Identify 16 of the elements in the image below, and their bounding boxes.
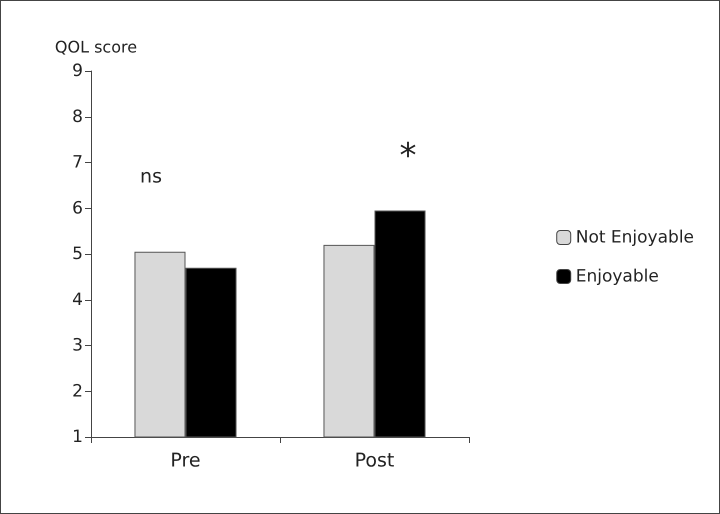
y-tick-label: 9	[72, 61, 83, 81]
y-tick-label: 1	[72, 427, 83, 447]
x-tick-label: Pre	[170, 450, 201, 472]
y-axis-title: QOL score	[54, 38, 138, 56]
y-tick-label: 2	[72, 381, 83, 402]
legend-label: Enjoyable	[576, 266, 659, 286]
y-tick-label: 3	[72, 336, 83, 356]
y-tick-label: 7	[72, 152, 83, 172]
y-tick-label: 5	[72, 244, 83, 264]
y-tick-label: 4	[72, 290, 83, 310]
legend-label: Not Enjoyable	[576, 228, 694, 248]
x-tick-label: Post	[354, 450, 394, 472]
y-tick-label: 8	[72, 106, 83, 127]
y-tick-label: 6	[72, 198, 83, 218]
annotation: *	[400, 136, 416, 176]
annotation: ns	[140, 166, 162, 188]
